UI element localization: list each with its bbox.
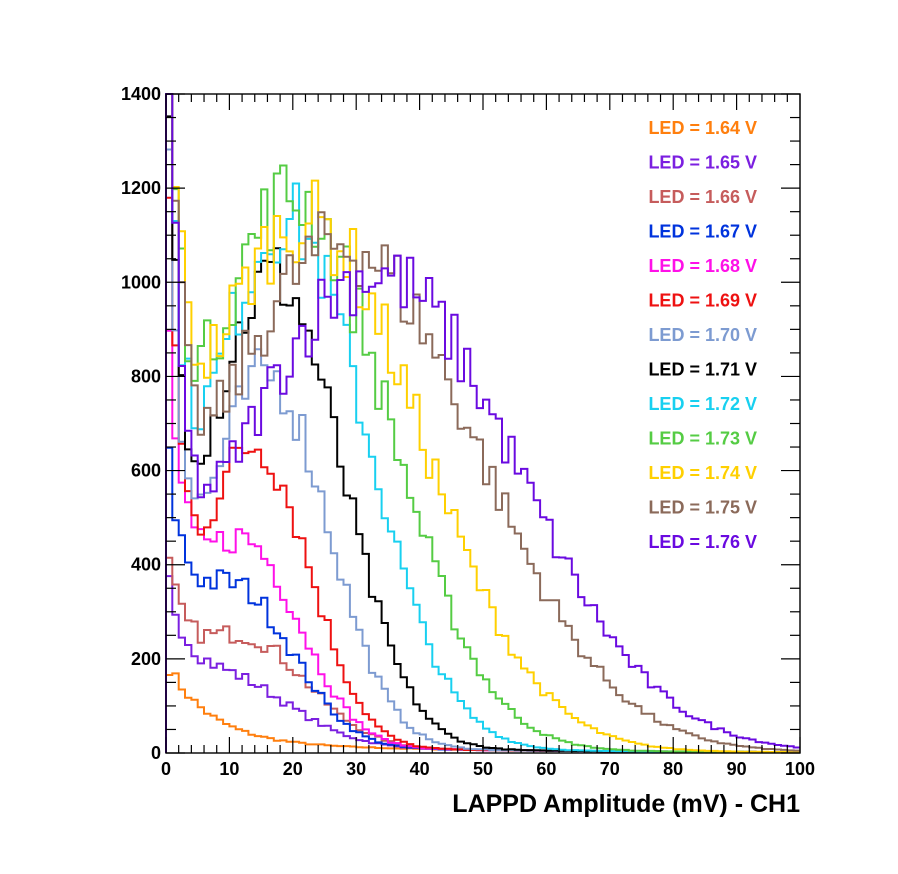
legend-entry: LED = 1.69 V bbox=[648, 291, 757, 311]
x-tick-label: 30 bbox=[346, 759, 366, 779]
legend-entry: LED = 1.65 V bbox=[648, 153, 757, 173]
x-tick-label: 60 bbox=[536, 759, 556, 779]
legend-entry: LED = 1.71 V bbox=[648, 360, 757, 380]
legend-entry: LED = 1.72 V bbox=[648, 394, 757, 414]
x-tick-label: 90 bbox=[727, 759, 747, 779]
x-tick-label: 70 bbox=[600, 759, 620, 779]
series-line-175 bbox=[165, 93, 800, 753]
x-tick-label: 40 bbox=[410, 759, 430, 779]
x-tick-label: 10 bbox=[219, 759, 239, 779]
legend-entry: LED = 1.70 V bbox=[648, 325, 757, 345]
x-tick-label: 0 bbox=[161, 759, 171, 779]
y-tick-label: 1200 bbox=[121, 178, 161, 198]
legend-entry: LED = 1.67 V bbox=[648, 222, 757, 242]
legend-entry: LED = 1.68 V bbox=[648, 256, 757, 276]
legend-entry: LED = 1.73 V bbox=[648, 429, 757, 449]
y-tick-labels: 0 200 400 600 800 1000 1200 1400 bbox=[121, 84, 161, 763]
y-tick-label: 600 bbox=[131, 461, 161, 481]
legend-entry: LED = 1.64 V bbox=[648, 118, 757, 138]
y-tick-label: 800 bbox=[131, 366, 161, 386]
legend-entry: LED = 1.66 V bbox=[648, 187, 757, 207]
x-tick-label: 50 bbox=[473, 759, 493, 779]
x-tick-labels: 0 10 20 30 40 50 60 70 80 90 100 bbox=[161, 759, 815, 779]
y-tick-label: 0 bbox=[151, 743, 161, 763]
y-tick-label: 1000 bbox=[121, 272, 161, 292]
legend-entry: LED = 1.75 V bbox=[648, 498, 757, 518]
series-line-176 bbox=[165, 93, 800, 753]
x-axis-title: LAPPD Amplitude (mV) - CH1 bbox=[452, 790, 800, 818]
legend: LED = 1.64 V LED = 1.65 V LED = 1.66 V LED … bbox=[648, 118, 757, 552]
x-tick-label: 80 bbox=[663, 759, 683, 779]
x-tick-label: 20 bbox=[283, 759, 303, 779]
y-tick-label: 400 bbox=[131, 555, 161, 575]
x-tick-label: 100 bbox=[785, 759, 815, 779]
axis-ticks bbox=[165, 93, 801, 754]
series-line-167 bbox=[165, 446, 800, 754]
legend-entry: LED = 1.76 V bbox=[648, 532, 757, 552]
legend-entry: LED = 1.74 V bbox=[648, 463, 757, 483]
y-tick-label: 1400 bbox=[121, 84, 161, 104]
y-tick-label: 200 bbox=[131, 649, 161, 669]
